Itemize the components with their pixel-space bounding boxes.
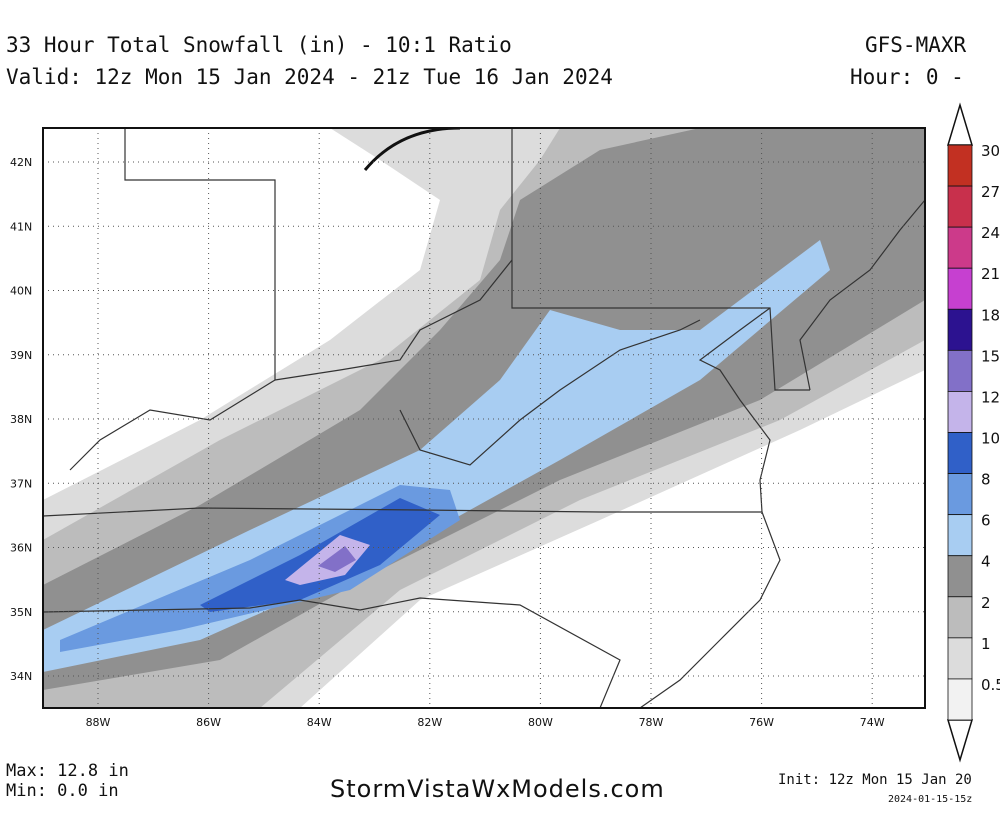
- lon-label: 78W: [639, 716, 664, 729]
- lat-label: 37N: [10, 477, 32, 490]
- colorbar-swatch: [947, 144, 973, 187]
- colorbar-swatch: [947, 349, 973, 392]
- lon-label: 80W: [528, 716, 553, 729]
- colorbar-label: 8: [981, 471, 991, 489]
- lon-label: 88W: [86, 716, 111, 729]
- lat-label: 38N: [10, 413, 32, 426]
- valid-range: Valid: 12z Mon 15 Jan 2024 - 21z Tue 16 …: [6, 65, 613, 89]
- colorbar-label: 2: [981, 594, 991, 612]
- colorbar-swatch: [947, 473, 973, 516]
- colorbar-swatch: [947, 514, 973, 557]
- lon-label: 74W: [860, 716, 885, 729]
- colorbar-swatch: [947, 678, 973, 721]
- lon-label: 84W: [307, 716, 332, 729]
- lat-label: 36N: [10, 542, 32, 555]
- colorbar-swatch: [947, 432, 973, 474]
- init-time: Init: 12z Mon 15 Jan 20: [778, 772, 972, 788]
- site-name: StormVistaWxModels.com: [330, 775, 665, 803]
- colorbar-label: 27: [981, 183, 1000, 201]
- graticule: 42N 41N 40N 39N 38N 37N 36N 35N 34N 88W 86W 84W 82W 8…: [10, 128, 925, 729]
- lon-label: 76W: [749, 716, 774, 729]
- lat-label: 41N: [10, 220, 32, 233]
- colorbar-swatch: [947, 226, 973, 269]
- colorbar-swatch: [947, 555, 973, 598]
- title: 33 Hour Total Snowfall (in) - 10:1 Ratio: [6, 33, 512, 57]
- colorbar-label: 12: [981, 388, 1000, 406]
- colorbar-label: 15: [981, 347, 1000, 365]
- model-name: GFS-MAXR: [865, 33, 967, 57]
- colorbar-label: 1: [981, 635, 991, 653]
- lat-label: 40N: [10, 285, 32, 298]
- forecast-hour: Hour: 0 -: [850, 65, 964, 89]
- lat-label: 39N: [10, 349, 32, 362]
- colorbar-label: 10: [981, 430, 1000, 448]
- colorbar-label: 0.5: [981, 676, 1000, 694]
- colorbar-label: 6: [981, 512, 991, 530]
- colorbar-swatch: [947, 391, 973, 433]
- map-frame: [42, 127, 926, 709]
- colorbar-swatch: [947, 637, 973, 680]
- colorbar-label: 24: [981, 224, 1000, 242]
- lat-label: 42N: [10, 156, 32, 169]
- colorbar-swatch: [947, 308, 973, 351]
- colorbar-swatch: [947, 596, 973, 639]
- lat-label: 34N: [10, 670, 32, 683]
- max-value: Max: 12.8 in: [6, 761, 129, 781]
- colorbar-swatch: [947, 185, 973, 228]
- colorbar-label: 18: [981, 306, 1000, 324]
- lon-label: 82W: [417, 716, 442, 729]
- colorbar-swatch: [947, 267, 973, 310]
- lon-label: 86W: [196, 716, 221, 729]
- colorbar-label: 30: [981, 142, 1000, 160]
- snowfall-field: [43, 128, 925, 708]
- timestamp: 2024-01-15-15z: [888, 794, 972, 805]
- colorbar-label: 21: [981, 265, 1000, 283]
- lat-label: 35N: [10, 606, 32, 619]
- min-value: Min: 0.0 in: [6, 781, 119, 801]
- colorbar-label: 4: [981, 553, 991, 571]
